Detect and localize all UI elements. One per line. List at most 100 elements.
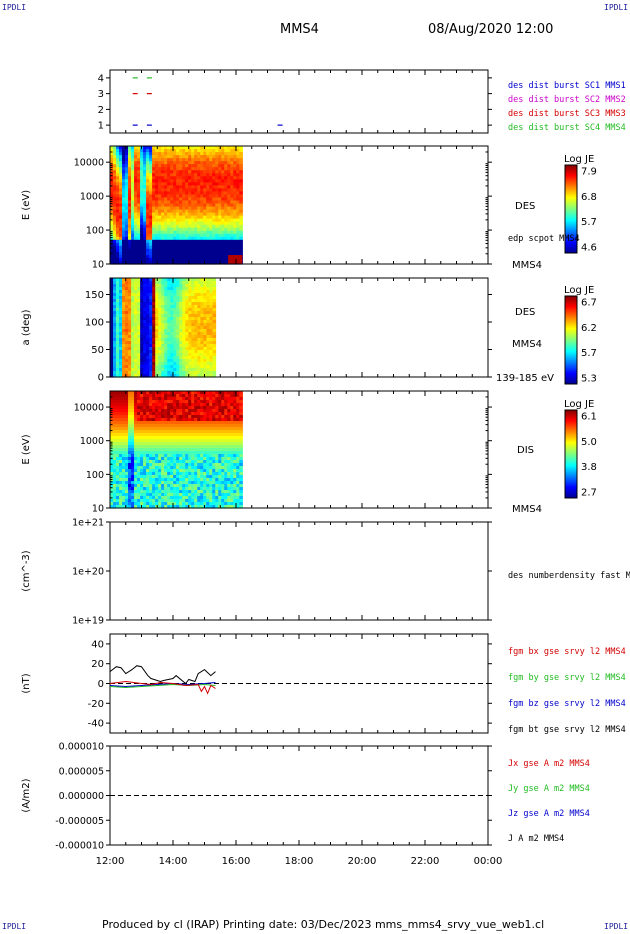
spectro-cell [185, 188, 189, 192]
spectro-cell [122, 308, 126, 312]
spectro-cell [140, 290, 144, 294]
spectro-cell [173, 466, 177, 470]
spectro-cell [185, 242, 189, 247]
spectro-cell [143, 146, 147, 150]
spectro-cell [203, 305, 208, 309]
spectro-cell [179, 236, 183, 241]
spectro-cell [158, 245, 162, 250]
spectro-cell [137, 257, 141, 262]
panel-frame-1 [109, 69, 489, 134]
spectro-cell [161, 394, 165, 398]
spectro-cell [176, 236, 180, 241]
spectro-cell [224, 215, 228, 220]
spectro-cell [119, 152, 123, 156]
spectro-cell [233, 221, 237, 226]
spectro-cell [167, 418, 171, 422]
spectro-cell [146, 371, 150, 375]
spectro-cell [164, 308, 168, 312]
spectro-cell [203, 502, 207, 506]
spectro-cell [200, 472, 204, 476]
spectro-cell [176, 224, 180, 229]
spectro-cell [197, 478, 201, 482]
spectro-cell [215, 191, 219, 196]
spectro-cell [221, 430, 225, 434]
spectro-cell [128, 496, 132, 500]
spectro-cell [155, 472, 159, 476]
spectro-cell [143, 242, 147, 247]
spectro-cell [155, 188, 159, 192]
spectro-cell [188, 236, 192, 241]
spectro-cell [167, 164, 171, 168]
spectro-cell [188, 296, 192, 300]
spectro-cell [143, 221, 147, 226]
spectro-cell [191, 433, 195, 437]
spectro-cell [188, 475, 192, 479]
spectro-cell [191, 332, 196, 336]
spectro-cell [176, 176, 180, 180]
spectro-cell [200, 493, 204, 497]
spectro-cell [134, 397, 138, 401]
spectro-cell [176, 197, 180, 202]
spectro-cell [185, 170, 189, 174]
spectro-cell [152, 505, 156, 509]
spectro-cell [110, 299, 114, 303]
spectro-cell [164, 493, 168, 497]
spectro-cell [122, 227, 126, 232]
spectro-cell [113, 505, 117, 509]
spectro-cell [236, 391, 240, 395]
spectro-cell [161, 457, 165, 461]
spectro-cell [239, 200, 243, 205]
spectro-cell [140, 245, 144, 250]
spectro-cell [167, 338, 171, 342]
spectro-cell [173, 353, 177, 357]
spectro-cell [233, 203, 237, 208]
spectro-cell [218, 197, 222, 202]
spectro-cell [134, 302, 138, 306]
spectro-cell [170, 176, 174, 180]
spectro-cell [197, 197, 201, 202]
spectro-cell [149, 368, 153, 372]
spectro-cell [176, 454, 180, 458]
spectro-cell [146, 391, 150, 395]
spectro-cell [197, 368, 202, 372]
spectro-cell [122, 311, 126, 315]
spectro-cell [110, 421, 114, 425]
spectro-cell [179, 478, 183, 482]
spectro-cell [185, 164, 189, 168]
spectro-cell [146, 403, 150, 407]
spectro-cell [212, 245, 216, 250]
spectro-cell [200, 412, 204, 416]
spectro-cell [131, 212, 135, 217]
spectro-cell [164, 338, 168, 342]
spectro-cell [239, 191, 243, 196]
spectro-cell [161, 248, 165, 253]
spectro-cell [113, 179, 117, 183]
spectro-cell [161, 442, 165, 446]
spectro-cell [194, 472, 198, 476]
spectro-cell [161, 374, 165, 378]
spectro-cell [122, 359, 126, 363]
spectro-cell [170, 149, 174, 153]
spectro-cell [230, 457, 234, 461]
spectro-cell [116, 344, 120, 348]
spectro-cell [167, 254, 171, 259]
spectro-cell [197, 445, 201, 449]
spectro-cell [134, 344, 138, 348]
spectro-cell [134, 356, 138, 360]
spectro-cell [197, 487, 201, 491]
spectro-cell [146, 182, 150, 186]
spectro-cell [158, 457, 162, 461]
spectro-cell [215, 397, 219, 401]
spectro-cell [194, 341, 199, 345]
spectro-cell [161, 311, 165, 315]
spectro-cell [215, 224, 219, 229]
spectro-cell [146, 326, 150, 330]
spectro-cell [200, 406, 204, 410]
spectro-cell [194, 191, 198, 196]
spectro-cell [239, 481, 243, 485]
spectro-cell [122, 365, 126, 369]
spectro-cell [167, 490, 171, 494]
spectro-cell [209, 484, 213, 488]
spectro-cell [185, 448, 189, 452]
spectro-cell [164, 332, 168, 336]
